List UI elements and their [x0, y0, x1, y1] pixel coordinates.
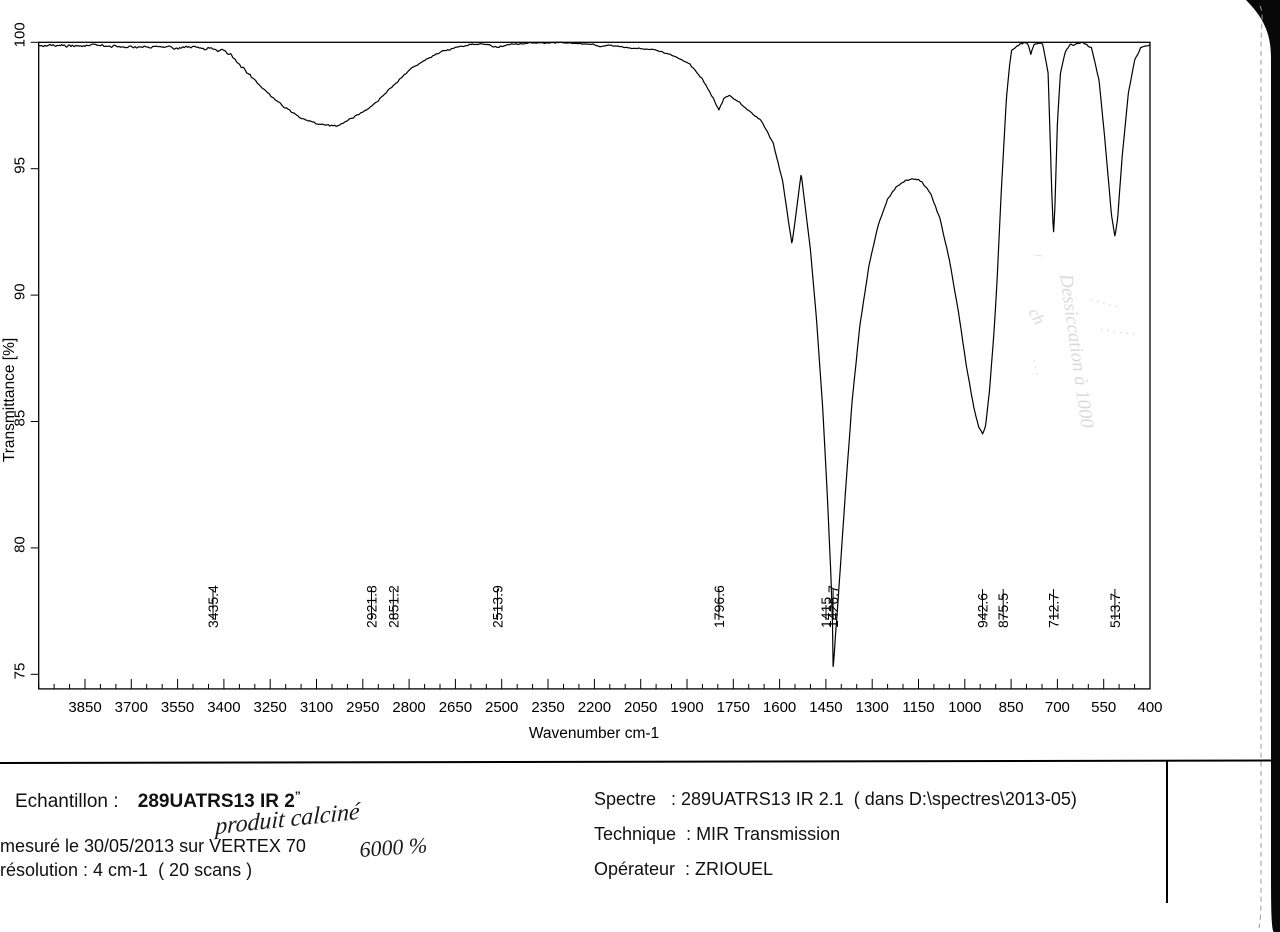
svg-text:6000 %: 6000 % [359, 832, 428, 862]
svg-text:produit calciné: produit calciné [213, 799, 361, 841]
